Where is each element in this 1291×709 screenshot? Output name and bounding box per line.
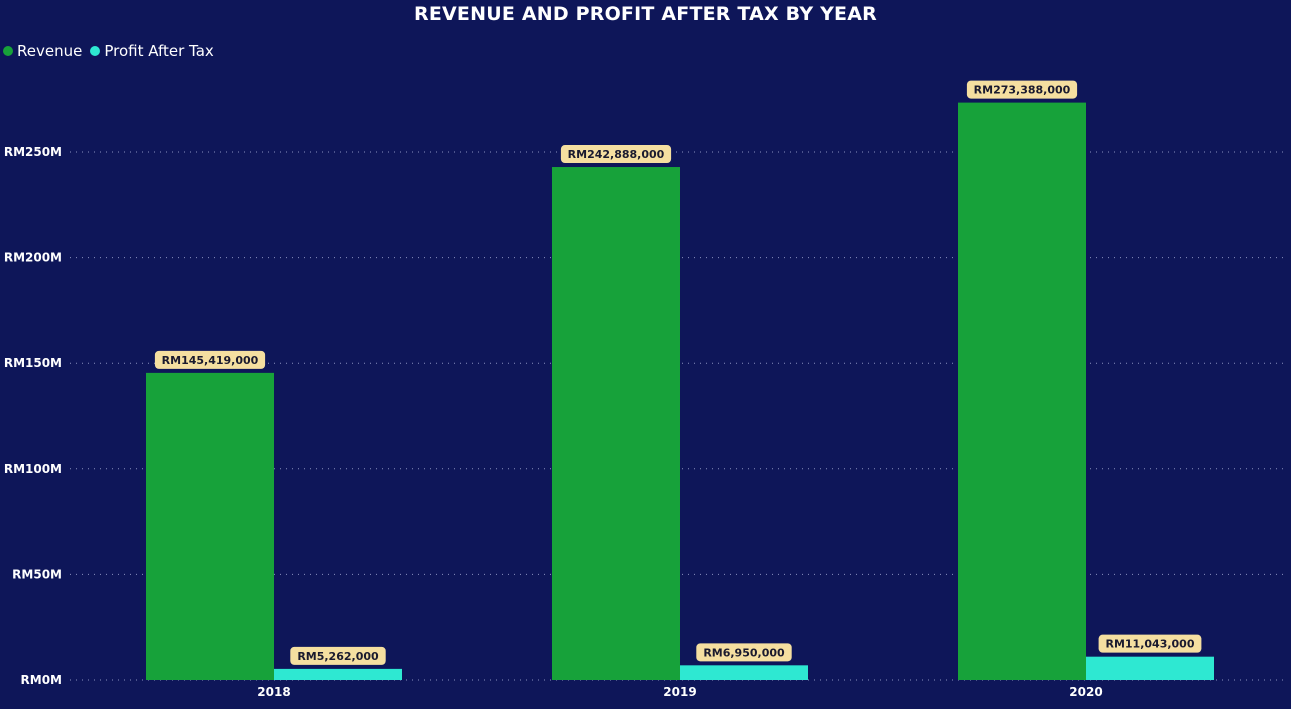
data-label: RM145,419,000 <box>162 354 259 367</box>
y-tick-label: RM150M <box>4 356 62 370</box>
bar-revenue-2018 <box>146 372 274 680</box>
bar-profit-after-tax-2018 <box>274 668 402 680</box>
legend: Revenue Profit After Tax <box>3 41 222 61</box>
x-tick-label: 2020 <box>1069 685 1102 699</box>
legend-revenue-label: Revenue <box>17 42 83 60</box>
legend-revenue-dot-icon <box>3 46 13 56</box>
legend-profit-dot-icon <box>90 46 101 56</box>
data-label-bg <box>966 80 1078 99</box>
data-label: RM6,950,000 <box>703 646 785 659</box>
y-tick-label: RM50M <box>12 567 62 581</box>
y-tick-label: RM100M <box>4 462 62 476</box>
data-label-bg <box>696 643 792 662</box>
bar-profit-after-tax-2019 <box>680 665 808 680</box>
legend-item-revenue[interactable]: Revenue <box>3 42 82 60</box>
data-label-bg <box>1098 634 1202 653</box>
bar-profit-after-tax-2020 <box>1086 656 1214 680</box>
data-label: RM11,043,000 <box>1105 638 1194 651</box>
x-tick-label: 2018 <box>257 685 290 699</box>
data-label-bg <box>560 145 672 164</box>
data-label-bg <box>154 350 266 369</box>
y-tick-label: RM250M <box>4 145 62 159</box>
legend-item-profit[interactable]: Profit After Tax <box>90 42 214 60</box>
x-tick-label: 2019 <box>663 685 696 699</box>
bar-revenue-2019 <box>552 167 680 681</box>
bar-revenue-2020 <box>958 102 1086 680</box>
y-tick-label: RM200M <box>4 251 62 265</box>
y-tick-label: RM0M <box>21 673 62 687</box>
data-label-bg <box>290 646 386 665</box>
data-label: RM5,262,000 <box>297 650 379 663</box>
data-label: RM242,888,000 <box>568 148 665 161</box>
legend-profit-label: Profit After Tax <box>104 42 214 60</box>
chart-title: REVENUE AND PROFIT AFTER TAX BY YEAR <box>414 3 877 25</box>
data-label: RM273,388,000 <box>974 84 1071 97</box>
